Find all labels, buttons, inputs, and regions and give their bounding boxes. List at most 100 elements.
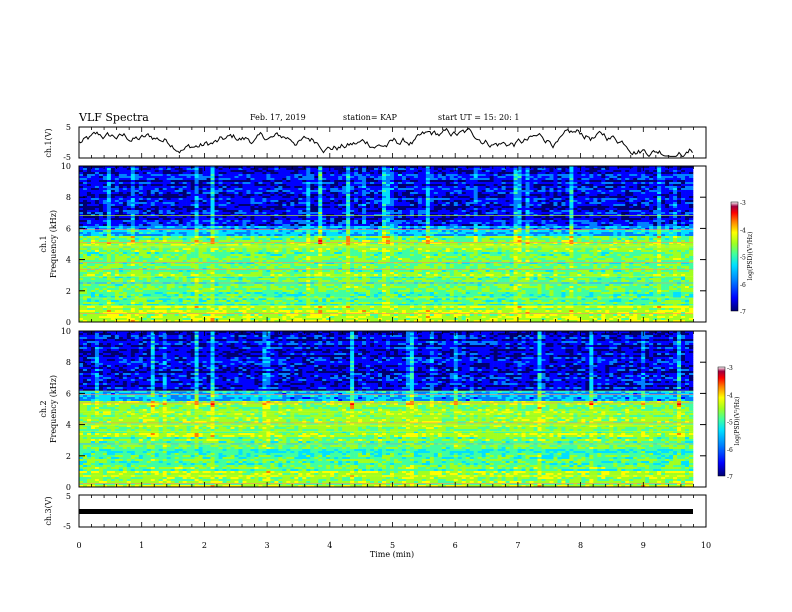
heatmap-cell (250, 182, 255, 185)
heatmap-cell (318, 208, 323, 211)
heatmap-cell (409, 198, 415, 201)
heatmap-cell (294, 206, 299, 209)
heatmap-cell (513, 194, 518, 197)
heatmap-cell (258, 190, 263, 193)
heatmap-cell (685, 226, 690, 229)
heatmap-cell (278, 192, 283, 195)
heatmap-cell (661, 188, 666, 191)
heatmap-cell (150, 166, 156, 169)
heatmap-cell (521, 200, 526, 203)
heatmap-cell (386, 196, 391, 199)
heatmap-cell (198, 190, 203, 193)
heatmap-cell (226, 208, 231, 211)
heatmap-cell (469, 170, 475, 173)
heatmap-cell (413, 226, 419, 229)
heatmap-cell (649, 206, 654, 209)
heatmap-cell (481, 196, 486, 199)
heatmap-cell (302, 172, 307, 175)
heatmap-cell (222, 210, 227, 213)
heatmap-cell (358, 184, 363, 187)
heatmap-cell (433, 190, 439, 193)
heatmap-cell (609, 172, 614, 175)
heatmap-cell (86, 202, 92, 205)
heatmap-cell (589, 208, 594, 211)
heatmap-cell (653, 198, 658, 201)
heatmap-cell (198, 184, 203, 187)
heatmap-cell (274, 176, 279, 179)
heatmap-cell (669, 184, 674, 187)
heatmap-cell (106, 176, 112, 179)
heatmap-cell (338, 172, 343, 175)
heatmap-cell (661, 176, 666, 179)
heatmap-cell (553, 226, 558, 229)
heatmap-cell (294, 208, 299, 211)
heatmap-cell (366, 198, 371, 201)
heatmap-cell (389, 180, 395, 183)
heatmap-cell (286, 216, 291, 219)
heatmap-cell (290, 180, 295, 183)
heatmap-cell (366, 168, 371, 171)
heatmap-cell (302, 190, 307, 193)
heatmap-cell (593, 204, 598, 207)
heatmap-cell (150, 178, 156, 181)
heatmap-cell (625, 166, 630, 169)
heatmap-cell (318, 216, 323, 219)
heatmap-cell (314, 186, 319, 189)
heatmap-cell (557, 182, 562, 185)
heatmap-cell (382, 212, 387, 215)
heatmap-cell (278, 172, 283, 175)
heatmap-cell (605, 204, 610, 207)
heatmap-cell (198, 166, 203, 169)
heatmap-cell (541, 172, 546, 175)
heatmap-cell (573, 220, 578, 223)
heatmap-cell (461, 190, 467, 193)
heatmap-cell (569, 224, 574, 227)
heatmap-cell (130, 172, 136, 175)
heatmap-cell (505, 224, 510, 227)
heatmap-cell (314, 204, 319, 207)
heatmap-cell (481, 170, 486, 173)
heatmap-cell (282, 168, 287, 171)
heatmap-cell (118, 204, 124, 207)
heatmap-cell (585, 186, 590, 189)
heatmap-cell (565, 212, 570, 215)
heatmap-cell (226, 206, 231, 209)
heatmap-cell (94, 198, 100, 201)
heatmap-cell (425, 184, 431, 187)
heatmap-cell (417, 190, 423, 193)
heatmap-cell (246, 182, 251, 185)
heatmap-cell (242, 218, 247, 221)
heatmap-cell (393, 186, 399, 189)
heatmap-cell (150, 198, 156, 201)
heatmap-cell (633, 182, 638, 185)
heatmap-cell (206, 196, 211, 199)
heatmap-cell (401, 212, 407, 215)
heatmap-cell (302, 188, 307, 191)
heatmap-cell (481, 194, 486, 197)
heatmap-cell (114, 176, 120, 179)
heatmap-cell (485, 200, 490, 203)
heatmap-cell (266, 210, 271, 213)
heatmap-cell (290, 216, 295, 219)
heatmap-cell (457, 200, 463, 203)
heatmap-cell (517, 190, 522, 193)
heatmap-cell (86, 214, 92, 217)
heatmap-cell (146, 220, 152, 223)
heatmap-cell (513, 166, 518, 169)
heatmap-cell (417, 202, 423, 205)
heatmap-cell (330, 182, 335, 185)
heatmap-cell (158, 200, 164, 203)
heatmap-cell (274, 224, 279, 227)
heatmap-cell (294, 204, 299, 207)
heatmap-cell (405, 178, 411, 181)
heatmap-cell (685, 196, 690, 199)
heatmap-cell (557, 204, 562, 207)
heatmap-cell (90, 198, 96, 201)
heatmap-cell (310, 216, 315, 219)
heatmap-cell (118, 188, 124, 191)
heatmap-cell (537, 186, 542, 189)
heatmap-cell (170, 226, 175, 229)
heatmap-cell (158, 220, 164, 223)
heatmap-cell (585, 212, 590, 215)
heatmap-cell (505, 204, 510, 207)
